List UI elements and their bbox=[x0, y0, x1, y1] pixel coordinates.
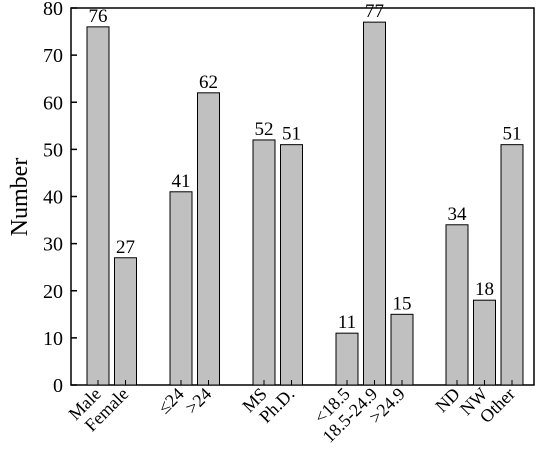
category-label: ND bbox=[431, 384, 464, 417]
data-label: 52 bbox=[255, 119, 274, 140]
bar bbox=[363, 21, 386, 386]
data-label: 15 bbox=[393, 293, 412, 314]
bar bbox=[335, 332, 359, 386]
bar bbox=[473, 299, 496, 386]
data-label: 34 bbox=[448, 204, 468, 225]
bar bbox=[197, 92, 220, 386]
y-tick-label: 40 bbox=[43, 187, 63, 209]
bar bbox=[445, 224, 469, 386]
data-label: 51 bbox=[503, 124, 522, 145]
data-label: 62 bbox=[199, 72, 218, 93]
data-label: 41 bbox=[172, 171, 191, 192]
y-tick-label: 60 bbox=[43, 92, 63, 114]
bar bbox=[500, 144, 524, 386]
data-label: 11 bbox=[338, 312, 356, 333]
data-label: 76 bbox=[89, 6, 108, 27]
bar bbox=[390, 313, 414, 386]
y-tick-label: 20 bbox=[43, 281, 63, 303]
bar bbox=[252, 139, 276, 386]
data-labels: 76 27 41 62 52 51 11 77 15 34 18 51 bbox=[89, 1, 522, 333]
bar bbox=[114, 257, 137, 386]
category-label: ≤24 bbox=[154, 384, 188, 418]
y-tick-label: 30 bbox=[43, 234, 63, 256]
y-tick-label: 70 bbox=[43, 45, 63, 67]
bar bbox=[86, 26, 110, 386]
data-label: 18 bbox=[475, 279, 494, 300]
bar bbox=[280, 144, 303, 386]
y-axis-title: Number bbox=[7, 158, 33, 237]
y-tick-label: 80 bbox=[43, 0, 63, 20]
bar bbox=[169, 191, 193, 386]
y-tick-label: 0 bbox=[53, 375, 63, 397]
y-tick-label: 50 bbox=[43, 139, 63, 161]
category-label: >24 bbox=[181, 384, 215, 418]
data-label: 27 bbox=[116, 237, 135, 258]
y-axis: 0 10 20 30 40 50 60 70 80 bbox=[43, 0, 77, 397]
data-label: 77 bbox=[365, 1, 384, 22]
data-label: 51 bbox=[282, 124, 301, 145]
bars bbox=[86, 21, 524, 386]
y-tick-label: 10 bbox=[43, 328, 63, 350]
